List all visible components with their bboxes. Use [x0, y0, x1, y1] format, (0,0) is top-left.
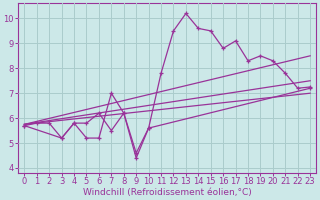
X-axis label: Windchill (Refroidissement éolien,°C): Windchill (Refroidissement éolien,°C): [83, 188, 252, 197]
